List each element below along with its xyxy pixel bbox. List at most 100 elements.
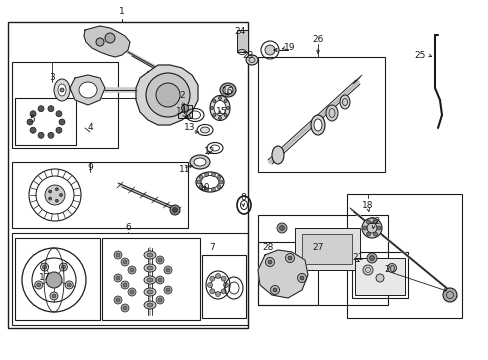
Bar	[294, 228, 359, 270]
Bar	[178, 105, 192, 118]
Circle shape	[60, 88, 64, 92]
Circle shape	[264, 45, 274, 55]
Circle shape	[59, 263, 67, 271]
Text: 23: 23	[242, 50, 253, 59]
Circle shape	[30, 111, 36, 117]
Circle shape	[156, 256, 163, 264]
Circle shape	[67, 283, 71, 287]
Ellipse shape	[147, 303, 153, 307]
Circle shape	[65, 281, 73, 289]
Circle shape	[373, 220, 377, 224]
Circle shape	[279, 225, 284, 230]
Polygon shape	[136, 65, 198, 125]
Circle shape	[209, 289, 214, 294]
Text: 21: 21	[351, 253, 363, 262]
Circle shape	[116, 253, 120, 257]
Circle shape	[41, 263, 48, 271]
Circle shape	[35, 281, 42, 289]
Circle shape	[276, 253, 286, 263]
Bar	[258, 242, 317, 305]
Circle shape	[287, 256, 291, 260]
Circle shape	[123, 306, 127, 310]
Circle shape	[123, 283, 127, 287]
Circle shape	[48, 132, 54, 138]
Circle shape	[165, 268, 170, 272]
Circle shape	[209, 276, 214, 281]
Ellipse shape	[54, 79, 70, 101]
Ellipse shape	[214, 100, 225, 116]
Ellipse shape	[325, 105, 337, 121]
Circle shape	[55, 188, 58, 191]
Circle shape	[217, 175, 221, 179]
Ellipse shape	[245, 55, 258, 65]
Circle shape	[210, 107, 213, 109]
Circle shape	[158, 298, 162, 302]
Text: 8: 8	[240, 194, 245, 202]
Polygon shape	[70, 75, 105, 105]
Bar	[15, 238, 100, 320]
Circle shape	[121, 304, 129, 312]
Circle shape	[105, 33, 115, 43]
Bar	[354, 258, 404, 295]
Circle shape	[48, 106, 54, 112]
Circle shape	[215, 274, 220, 279]
Circle shape	[224, 113, 227, 117]
Text: 11: 11	[179, 166, 190, 175]
Circle shape	[442, 288, 456, 302]
Circle shape	[224, 99, 227, 103]
Bar	[258, 215, 387, 305]
Circle shape	[37, 283, 41, 287]
Text: 6: 6	[125, 224, 131, 233]
Circle shape	[156, 296, 163, 304]
Text: 26: 26	[312, 36, 323, 45]
Circle shape	[55, 199, 58, 202]
Text: 1: 1	[119, 8, 124, 17]
Circle shape	[212, 99, 215, 103]
Ellipse shape	[143, 288, 156, 296]
Bar	[302, 234, 351, 264]
Polygon shape	[258, 250, 307, 298]
Circle shape	[128, 288, 136, 296]
Polygon shape	[84, 26, 130, 57]
Circle shape	[165, 288, 170, 292]
Circle shape	[218, 117, 221, 120]
Text: 25: 25	[413, 50, 425, 59]
Circle shape	[48, 197, 52, 200]
Bar	[8, 22, 247, 328]
Circle shape	[362, 226, 366, 230]
Circle shape	[156, 276, 163, 284]
Circle shape	[226, 107, 229, 109]
Bar	[15, 98, 76, 145]
Circle shape	[130, 268, 134, 272]
Circle shape	[211, 188, 215, 192]
Circle shape	[366, 220, 370, 224]
Bar	[12, 162, 187, 228]
Text: 14: 14	[176, 108, 187, 117]
Circle shape	[163, 286, 172, 294]
Ellipse shape	[147, 266, 153, 270]
Circle shape	[121, 258, 129, 266]
Text: 27: 27	[312, 243, 323, 252]
Circle shape	[272, 288, 276, 292]
Ellipse shape	[339, 95, 349, 109]
Circle shape	[38, 106, 44, 112]
Circle shape	[211, 172, 215, 176]
Circle shape	[158, 258, 162, 262]
Circle shape	[163, 266, 172, 274]
Circle shape	[375, 274, 383, 282]
Bar	[102, 238, 200, 320]
Circle shape	[156, 83, 180, 107]
Circle shape	[30, 127, 36, 133]
Circle shape	[172, 207, 177, 212]
Text: 24: 24	[234, 27, 245, 36]
Circle shape	[50, 292, 58, 300]
Circle shape	[221, 289, 225, 294]
Text: 22: 22	[368, 217, 380, 226]
Ellipse shape	[209, 95, 229, 121]
Text: 2: 2	[179, 90, 184, 99]
Circle shape	[361, 218, 381, 238]
Circle shape	[181, 104, 188, 112]
Circle shape	[38, 132, 44, 138]
Circle shape	[366, 253, 376, 263]
Circle shape	[59, 119, 65, 125]
